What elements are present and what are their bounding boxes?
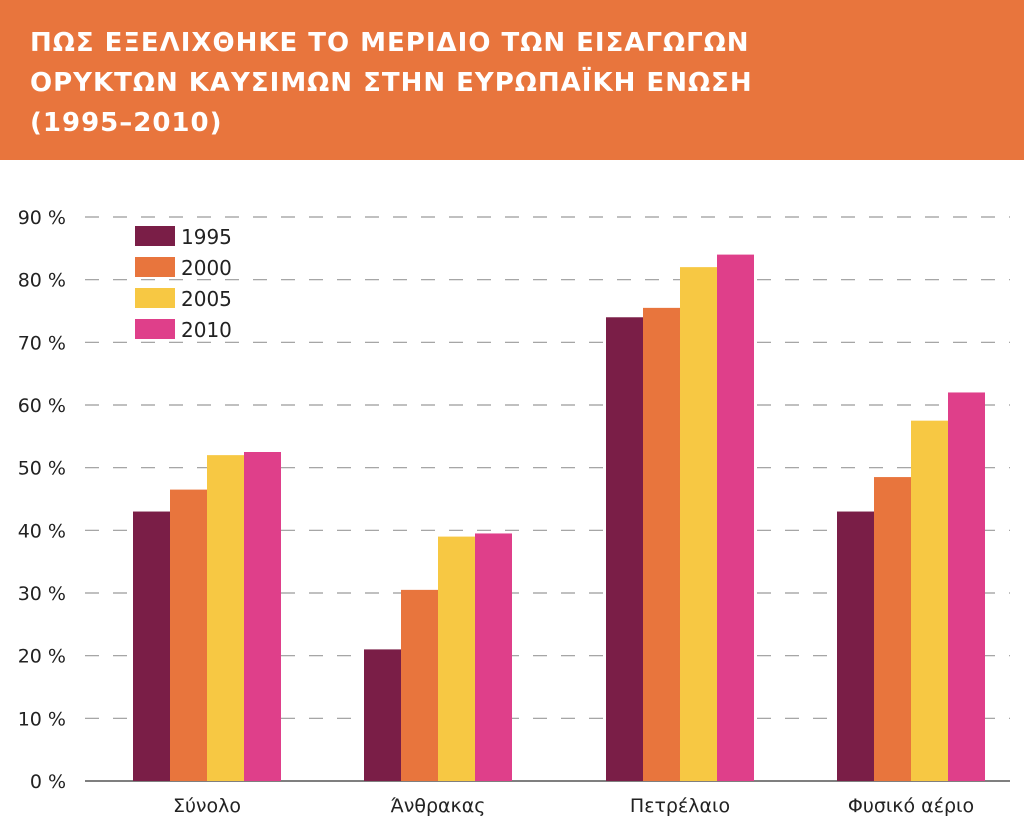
- bar-2000: [874, 477, 911, 781]
- x-category-label: Πετρέλαιο: [630, 795, 730, 817]
- x-category-label: Άνθρακας: [391, 795, 486, 817]
- bar-group: [364, 533, 512, 781]
- bar-2000: [401, 589, 438, 781]
- bar-group: [606, 254, 754, 782]
- legend-swatch: [135, 226, 175, 246]
- bar-1995: [133, 511, 170, 781]
- bar-2005: [680, 267, 717, 782]
- y-tick-label: 70 %: [18, 332, 66, 354]
- chart-title-line-3: (1995–2010): [30, 108, 223, 138]
- y-tick-label: 50 %: [18, 458, 66, 480]
- legend: 1995 2000 2005 2010: [135, 225, 232, 342]
- bar-2005: [911, 420, 948, 781]
- legend-swatch: [135, 257, 175, 277]
- x-category-label: Φυσικό αέριο: [848, 795, 974, 817]
- y-axis-ticks: 0 % 10 % 20 % 30 % 40 % 50 % 60 % 70 % 80 % 90 %: [18, 207, 66, 793]
- bar-1995: [606, 317, 643, 781]
- chart-title-line-1: ΠΩΣ ΕΞΕΛΙΧΘΗΚΕ ΤΟ ΜΕΡΙΔΙΟ ΤΩΝ ΕΙΣΑΓΩΓΩΝ: [30, 28, 750, 58]
- chart-title-line-2: ΟΡΥΚΤΩΝ ΚΑΥΣΙΜΩΝ ΣΤΗΝ ΕΥΡΩΠΑΪΚΗ ΕΝΩΣΗ: [30, 68, 753, 98]
- y-tick-label: 80 %: [18, 270, 66, 292]
- y-tick-label: 40 %: [18, 520, 66, 542]
- legend-label: 2000: [181, 256, 232, 280]
- y-tick-label: 10 %: [18, 708, 66, 730]
- y-tick-label: 20 %: [18, 646, 66, 668]
- bar-2010: [948, 392, 985, 781]
- bar-1995: [837, 511, 874, 781]
- bar-2005: [207, 455, 244, 781]
- chart-header: ΠΩΣ ΕΞΕΛΙΧΘΗΚΕ ΤΟ ΜΕΡΙΔΙΟ ΤΩΝ ΕΙΣΑΓΩΓΩΝ …: [0, 0, 1024, 160]
- x-axis-categories: Σύνολο Άνθρακας Πετρέλαιο Φυσικό αέριο: [173, 795, 974, 817]
- legend-swatch: [135, 288, 175, 308]
- y-tick-label: 90 %: [18, 207, 66, 229]
- bar-2010: [717, 254, 754, 782]
- bar-2010: [475, 533, 512, 781]
- legend-label: 2010: [181, 318, 232, 342]
- bar-1995: [364, 649, 401, 781]
- legend-label: 2005: [181, 287, 232, 311]
- x-category-label: Σύνολο: [173, 795, 241, 817]
- bar-2000: [643, 307, 680, 781]
- bar-2005: [438, 536, 475, 781]
- bar-2000: [170, 489, 207, 781]
- bar-group: [837, 392, 985, 781]
- bar-2010: [244, 452, 281, 781]
- legend-label: 1995: [181, 225, 232, 249]
- bar-chart: 0 %10 %20 %30 %40 %50 %60 %70 %80 %90 % …: [18, 207, 1010, 817]
- y-tick-label: 0 %: [30, 771, 66, 793]
- legend-swatch: [135, 319, 175, 339]
- y-tick-label: 60 %: [18, 395, 66, 417]
- bars: [133, 254, 985, 782]
- y-tick-label: 30 %: [18, 583, 66, 605]
- bar-group: [133, 452, 281, 781]
